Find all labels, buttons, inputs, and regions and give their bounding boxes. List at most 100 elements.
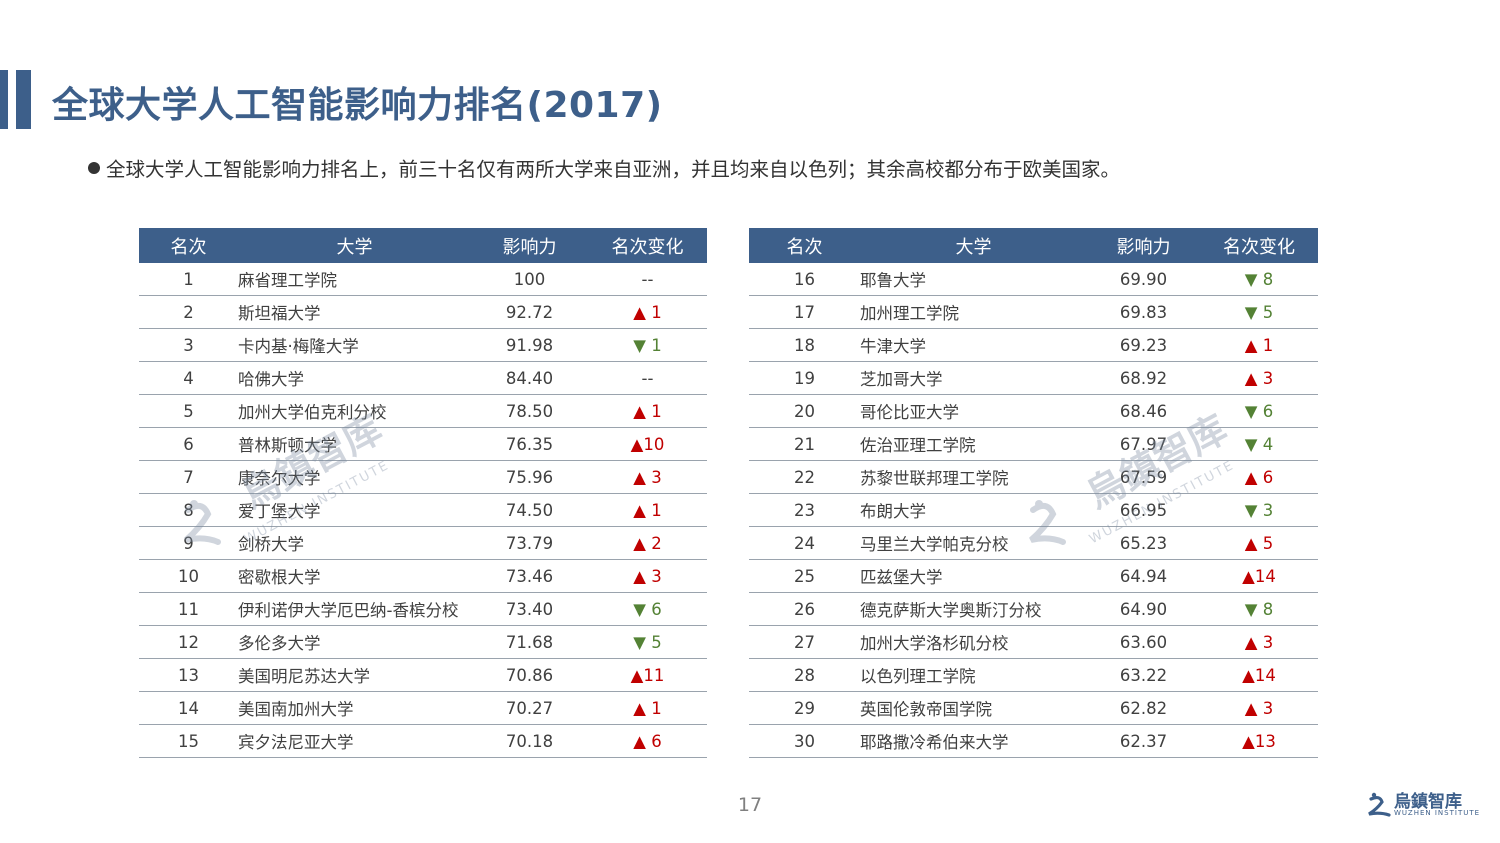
- cell-rank: 2: [139, 295, 238, 329]
- cell-change: ▼ 6: [1200, 394, 1318, 428]
- cell-university: 匹兹堡大学: [860, 559, 1087, 593]
- cell-score: 75.96: [471, 460, 588, 494]
- header-university: 大学: [238, 228, 471, 263]
- cell-university: 德克萨斯大学奥斯汀分校: [860, 592, 1087, 626]
- cell-change: ▼ 5: [588, 625, 707, 659]
- cell-rank: 24: [749, 526, 860, 560]
- cell-rank: 8: [139, 493, 238, 527]
- cell-score: 91.98: [471, 328, 588, 362]
- bullet-dot-icon: [88, 162, 100, 174]
- cell-change: ▲ 1: [588, 493, 707, 527]
- cell-university: 芝加哥大学: [860, 361, 1087, 395]
- table-row: 1 麻省理工学院 100 --: [139, 263, 707, 296]
- table-row: 26 德克萨斯大学奥斯汀分校 64.90 ▼ 8: [749, 592, 1318, 626]
- cell-university: 美国南加州大学: [238, 691, 471, 725]
- table-row: 15 宾夕法尼亚大学 70.18 ▲ 6: [139, 724, 707, 758]
- cell-rank: 11: [139, 592, 238, 626]
- table-body-left: 1 麻省理工学院 100 -- 2 斯坦福大学 92.72 ▲ 1 3 卡内基·梅隆大学 91.98…: [139, 263, 707, 758]
- table-header-row: 名次 大学 影响力 名次变化: [749, 228, 1318, 263]
- table-row: 16 耶鲁大学 69.90 ▼ 8: [749, 263, 1318, 296]
- cell-change: ▼ 4: [1200, 427, 1318, 461]
- cell-university: 耶鲁大学: [860, 263, 1087, 296]
- cell-score: 67.59: [1087, 460, 1200, 494]
- cell-score: 76.35: [471, 427, 588, 461]
- table-row: 14 美国南加州大学 70.27 ▲ 1: [139, 691, 707, 725]
- cell-university: 伊利诺伊大学厄巴纳-香槟分校: [238, 592, 471, 626]
- cell-change: ▲ 5: [1200, 526, 1318, 560]
- bullet-text-line: 全球大学人工智能影响力排名上，前三十名仅有两所大学来自亚洲，并且均来自以色列；其…: [88, 153, 1120, 182]
- header-university: 大学: [860, 228, 1087, 263]
- table-row: 30 耶路撒冷希伯来大学 62.37 ▲13: [749, 724, 1318, 758]
- cell-score: 84.40: [471, 361, 588, 395]
- cell-university: 多伦多大学: [238, 625, 471, 659]
- table-row: 28 以色列理工学院 63.22 ▲14: [749, 658, 1318, 692]
- table-row: 24 马里兰大学帕克分校 65.23 ▲ 5: [749, 526, 1318, 560]
- cell-rank: 16: [749, 263, 860, 296]
- cell-rank: 23: [749, 493, 860, 527]
- cell-rank: 6: [139, 427, 238, 461]
- cell-university: 牛津大学: [860, 328, 1087, 362]
- cell-university: 苏黎世联邦理工学院: [860, 460, 1087, 494]
- logo-text-cn: 烏鎮智库: [1394, 792, 1462, 812]
- table-row: 25 匹兹堡大学 64.94 ▲14: [749, 559, 1318, 593]
- cell-change: ▲ 6: [588, 724, 707, 758]
- cell-university: 普林斯顿大学: [238, 427, 471, 461]
- table-row: 27 加州大学洛杉矶分校 63.60 ▲ 3: [749, 625, 1318, 659]
- cell-change: ▲11: [588, 658, 707, 692]
- accent-bar: [0, 70, 8, 129]
- cell-university: 美国明尼苏达大学: [238, 658, 471, 692]
- cell-rank: 27: [749, 625, 860, 659]
- cell-university: 哥伦比亚大学: [860, 394, 1087, 428]
- table-row: 17 加州理工学院 69.83 ▼ 5: [749, 295, 1318, 329]
- cell-change: ▼ 6: [588, 592, 707, 626]
- header-change: 名次变化: [1200, 228, 1318, 263]
- cell-rank: 14: [139, 691, 238, 725]
- table-row: 7 康奈尔大学 75.96 ▲ 3: [139, 460, 707, 494]
- cell-change: ▼ 1: [588, 328, 707, 362]
- table-row: 23 布朗大学 66.95 ▼ 3: [749, 493, 1318, 527]
- cell-score: 92.72: [471, 295, 588, 329]
- page-number: 17: [737, 794, 763, 816]
- table-row: 6 普林斯顿大学 76.35 ▲10: [139, 427, 707, 461]
- cell-score: 70.27: [471, 691, 588, 725]
- table-row: 20 哥伦比亚大学 68.46 ▼ 6: [749, 394, 1318, 428]
- wuzhen-logo: 烏鎮智库 WUZHEN INSTITUTE: [1366, 787, 1479, 821]
- cell-score: 64.94: [1087, 559, 1200, 593]
- table-row: 22 苏黎世联邦理工学院 67.59 ▲ 6: [749, 460, 1318, 494]
- table-row: 29 英国伦敦帝国学院 62.82 ▲ 3: [749, 691, 1318, 725]
- cell-university: 爱丁堡大学: [238, 493, 471, 527]
- cell-change: ▲ 3: [1200, 691, 1318, 725]
- cell-score: 74.50: [471, 493, 588, 527]
- cell-score: 69.83: [1087, 295, 1200, 329]
- cell-university: 以色列理工学院: [860, 658, 1087, 692]
- cell-change: --: [588, 263, 707, 296]
- cell-change: ▲ 2: [588, 526, 707, 560]
- header-change: 名次变化: [588, 228, 707, 263]
- cell-change: ▲ 1: [588, 394, 707, 428]
- cell-university: 麻省理工学院: [238, 263, 471, 296]
- cell-score: 78.50: [471, 394, 588, 428]
- cell-change: ▲14: [1200, 658, 1318, 692]
- cell-rank: 17: [749, 295, 860, 329]
- cell-rank: 29: [749, 691, 860, 725]
- cell-score: 100: [471, 263, 588, 296]
- table-row: 9 剑桥大学 73.79 ▲ 2: [139, 526, 707, 560]
- cell-score: 69.23: [1087, 328, 1200, 362]
- cell-university: 加州大学伯克利分校: [238, 394, 471, 428]
- cell-rank: 21: [749, 427, 860, 461]
- cell-score: 65.23: [1087, 526, 1200, 560]
- cell-rank: 18: [749, 328, 860, 362]
- cell-score: 63.60: [1087, 625, 1200, 659]
- ranking-table-left: 名次 大学 影响力 名次变化 1 麻省理工学院 100 -- 2 斯坦福大学 92.72 ▲ …: [139, 228, 707, 758]
- cell-score: 63.22: [1087, 658, 1200, 692]
- header-score: 影响力: [471, 228, 588, 263]
- cell-rank: 20: [749, 394, 860, 428]
- cell-change: ▲ 6: [1200, 460, 1318, 494]
- table-row: 18 牛津大学 69.23 ▲ 1: [749, 328, 1318, 362]
- cell-university: 加州大学洛杉矶分校: [860, 625, 1087, 659]
- wuzhen-logo-icon: [1368, 792, 1391, 817]
- cell-rank: 7: [139, 460, 238, 494]
- cell-rank: 9: [139, 526, 238, 560]
- cell-change: ▲ 3: [1200, 625, 1318, 659]
- cell-score: 69.90: [1087, 263, 1200, 296]
